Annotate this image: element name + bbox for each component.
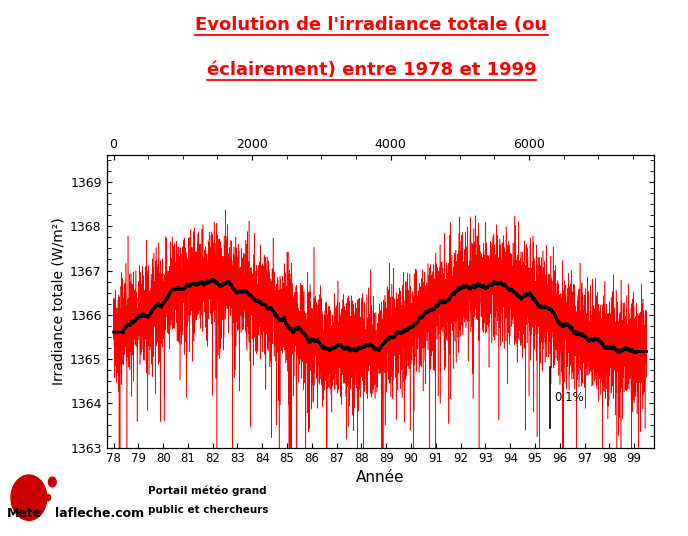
Circle shape [45, 495, 51, 501]
Circle shape [48, 477, 56, 487]
Text: public et chercheurs: public et chercheurs [148, 505, 268, 515]
Circle shape [11, 475, 47, 520]
Text: Mete: Mete [7, 507, 42, 520]
Text: Portail météo grand: Portail météo grand [148, 486, 266, 496]
Text: 0.1%: 0.1% [555, 391, 584, 404]
Text: lafleche.com: lafleche.com [55, 507, 144, 520]
X-axis label: Année: Année [356, 470, 405, 485]
Text: éclairement) entre 1978 et 1999: éclairement) entre 1978 et 1999 [206, 61, 537, 79]
Y-axis label: Irradiance totale (W/m²): Irradiance totale (W/m²) [52, 218, 66, 385]
Text: Evolution de l'irradiance totale (ou: Evolution de l'irradiance totale (ou [195, 16, 548, 34]
